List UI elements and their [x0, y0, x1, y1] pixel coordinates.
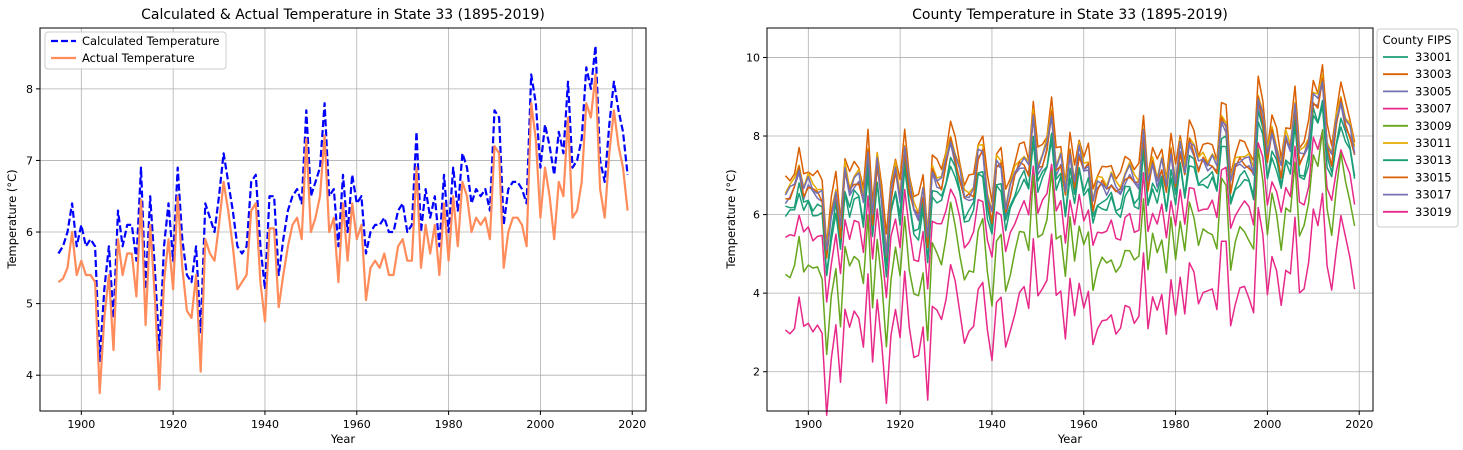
chart-right: 1900 1920 1940 1960 1980 2000 2020 2 4 6 8 10 Coun… — [724, 7, 1459, 446]
x-tick-label: 1980 — [435, 418, 463, 431]
y-axis-label-left: Temperature (°C) — [5, 169, 19, 269]
legend-label-33001: 33001 — [1415, 50, 1452, 64]
y-tick-label: 4 — [26, 369, 33, 382]
x-tick-label: 1920 — [159, 418, 187, 431]
legend-label-33003: 33003 — [1415, 67, 1452, 81]
y-axis-label-right: Temperature (°C) — [724, 169, 738, 269]
x-tick-label: 1960 — [343, 418, 371, 431]
y-tick-label: 4 — [753, 287, 760, 300]
y-tick-label: 6 — [26, 226, 33, 239]
legend-label-33007: 33007 — [1415, 102, 1452, 116]
x-ticks-right: 1900 1920 1940 1960 1980 2000 2020 — [794, 411, 1373, 431]
legend-label-33019: 33019 — [1415, 205, 1452, 219]
series-line-33009 — [784, 129, 1356, 356]
x-tick-label: 1940 — [978, 418, 1006, 431]
x-tick-label: 2020 — [618, 418, 646, 431]
x-tick-label: 1980 — [1162, 418, 1190, 431]
x-axis-label-left: Year — [330, 432, 356, 446]
series-line-33007 — [785, 130, 1356, 303]
x-axis-label-right: Year — [1057, 432, 1083, 446]
chart-left: 1900 1920 1940 1960 1980 2000 2020 4 5 6 7 8 Calcu… — [5, 7, 647, 446]
legend-label-actual: Actual Temperature — [82, 51, 195, 65]
y-tick-label: 7 — [26, 154, 33, 167]
legend-label-33013: 33013 — [1415, 153, 1452, 167]
x-tick-label: 1920 — [886, 418, 914, 431]
y-tick-label: 2 — [753, 366, 760, 379]
x-ticks-left: 1900 1920 1940 1960 1980 2000 2020 — [67, 411, 646, 431]
y-tick-label: 6 — [753, 209, 760, 222]
axes-frame-left — [39, 27, 647, 412]
axes-frame-right — [766, 27, 1374, 412]
series-line-33013 — [785, 99, 1356, 276]
chart-title-left: Calculated & Actual Temperature in State… — [141, 7, 545, 23]
legend-right: County FIPS 3300133003330053300733009330… — [1376, 28, 1459, 228]
legend-label-33009: 33009 — [1415, 119, 1452, 133]
y-tick-label: 5 — [26, 298, 33, 311]
series-line-33019 — [784, 192, 1356, 416]
series-line-actual-temperature — [57, 73, 629, 395]
y-ticks-left: 4 5 6 7 8 — [26, 83, 40, 382]
y-tick-label: 8 — [26, 83, 33, 96]
series-line-calculated-temperature — [57, 44, 629, 362]
plot-area-left — [57, 44, 629, 395]
x-tick-label: 2020 — [1345, 418, 1373, 431]
x-tick-label: 1960 — [1070, 418, 1098, 431]
legend-label-33015: 33015 — [1415, 170, 1452, 184]
y-tick-label: 8 — [753, 130, 760, 143]
legend-label-33017: 33017 — [1415, 188, 1452, 202]
x-tick-label: 2000 — [1253, 418, 1281, 431]
series-line-33003 — [784, 63, 1356, 246]
x-tick-label: 1900 — [67, 418, 95, 431]
legend-label-33005: 33005 — [1415, 84, 1452, 98]
legend-title-right: County FIPS — [1383, 33, 1452, 47]
x-tick-label: 1900 — [794, 418, 822, 431]
y-ticks-right: 2 4 6 8 10 — [746, 51, 767, 379]
legend-items-right: 33001 33003 33005 33007 33009 33011 33013 33015… — [1383, 50, 1452, 219]
legend-label-33011: 33011 — [1415, 136, 1452, 150]
x-tick-label: 2000 — [526, 418, 554, 431]
y-tick-label: 10 — [746, 51, 760, 64]
x-tick-label: 1940 — [251, 418, 279, 431]
legend-label-calculated: Calculated Temperature — [82, 34, 220, 48]
legend-box-left — [44, 31, 227, 70]
legend-left: Calculated Temperature Actual Temperatur… — [44, 31, 227, 70]
chart-title-right: County Temperature in State 33 (1895-201… — [912, 7, 1228, 23]
series-line-33017 — [784, 80, 1356, 256]
plot-area-right — [784, 63, 1356, 416]
